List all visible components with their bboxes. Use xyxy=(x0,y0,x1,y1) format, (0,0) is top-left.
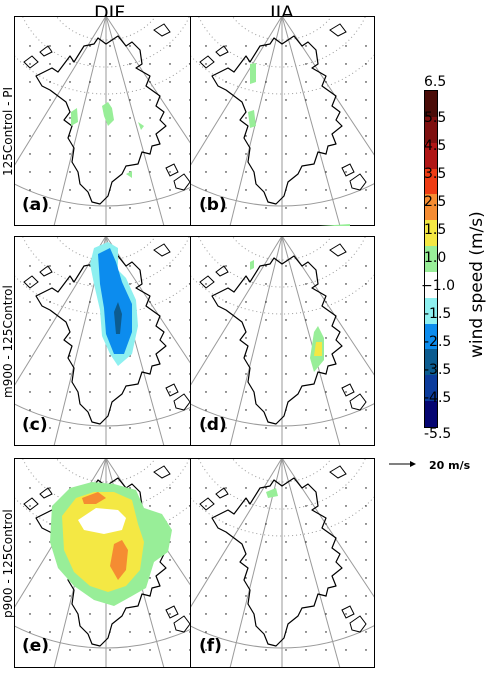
panel-label-c: (c) xyxy=(22,415,48,435)
panel-label-a: (a) xyxy=(22,195,50,215)
map-e xyxy=(14,458,199,668)
map-c xyxy=(14,236,199,446)
row-label-2: m900 - 125Control xyxy=(1,285,15,398)
colorbar-tick-label: 1.5 xyxy=(424,222,447,238)
colorbar-segment xyxy=(425,168,437,195)
anomaly-negative xyxy=(98,248,132,354)
greenland-coastline xyxy=(211,255,343,425)
colorbar-segment xyxy=(425,271,437,299)
row-label-1: 125Control - PI xyxy=(1,86,15,176)
map-b xyxy=(190,16,375,226)
colorbar-segment xyxy=(425,323,437,350)
colorbar-segment xyxy=(425,142,437,170)
reference-arrow xyxy=(389,461,416,467)
colorbar-segment xyxy=(425,91,437,118)
map-d xyxy=(190,236,375,446)
colorbar-segment xyxy=(425,116,437,144)
colorbar-tick-label: 2.5 xyxy=(424,194,447,210)
colorbar-tick-label: −1.0 xyxy=(421,278,455,294)
anomaly-positive xyxy=(266,488,278,498)
colorbar-tick-label: -1.5 xyxy=(424,306,452,322)
colorbar-tick-label: 1.0 xyxy=(424,250,447,266)
colorbar-segment xyxy=(425,375,437,402)
anomaly-positive xyxy=(319,224,350,226)
colorbar-segment xyxy=(425,194,437,221)
panel-label-d: (d) xyxy=(199,415,227,435)
colorbar-tick-label: 3.5 xyxy=(424,166,447,182)
greenland-coastline xyxy=(211,35,343,205)
colorbar-tick-label: 5.5 xyxy=(424,110,447,126)
colorbar-segment xyxy=(425,220,437,247)
anomaly-strong-negative xyxy=(114,302,122,334)
anomaly-positive xyxy=(248,110,256,128)
greenland-coastline xyxy=(35,35,167,205)
panel-label-e: (e) xyxy=(22,636,50,656)
anomaly-positive xyxy=(126,171,132,178)
anomaly-positive xyxy=(250,63,256,84)
panel-a xyxy=(14,16,199,226)
map-f xyxy=(190,458,375,668)
colorbar-tick-label: -5.5 xyxy=(424,426,452,442)
anomaly-strong-positive xyxy=(110,540,128,580)
colorbar-tick-label: -2.5 xyxy=(424,334,452,350)
panel-f xyxy=(190,458,375,668)
greenland-coastline xyxy=(211,477,343,647)
panel-label-b: (b) xyxy=(199,195,227,215)
anomaly-hole xyxy=(78,508,126,534)
colorbar-tick-label: 4.5 xyxy=(424,138,447,154)
colorbar xyxy=(424,90,438,428)
colorbar-tick-label: -3.5 xyxy=(424,362,452,378)
anomaly-medium-positive xyxy=(314,342,322,356)
anomaly-positive xyxy=(102,102,114,126)
reference-vector-label: 20 m/s xyxy=(429,459,471,472)
map-a xyxy=(14,16,199,226)
anomaly-positive xyxy=(250,260,254,270)
panel-d xyxy=(190,236,375,446)
panel-label-f: (f) xyxy=(199,636,222,656)
colorbar-segment xyxy=(425,349,437,376)
colorbar-segment xyxy=(425,297,437,325)
panel-e xyxy=(14,458,199,668)
anomaly-positive xyxy=(138,122,144,130)
row-label-3: p900 - 125Control xyxy=(1,509,15,618)
anomaly-strong-positive xyxy=(82,492,106,504)
colorbar-tick-label: -4.5 xyxy=(424,390,452,406)
anomaly-positive xyxy=(71,108,78,126)
panel-b xyxy=(190,16,375,226)
colorbar-tick-label: 6.5 xyxy=(424,74,447,90)
panel-c xyxy=(14,236,199,446)
colorbar-segment xyxy=(425,401,437,428)
colorbar-segment xyxy=(425,246,437,273)
colorbar-title: wind speed (m/s) xyxy=(467,211,487,358)
